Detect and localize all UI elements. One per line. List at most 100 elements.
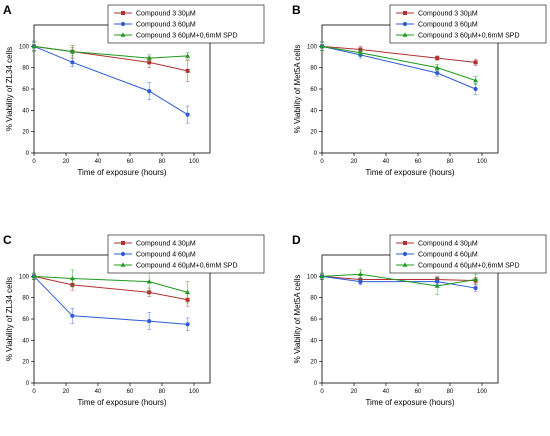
series-2 (319, 272, 478, 292)
x-tick-label: 0 (32, 159, 36, 165)
legend-marker (120, 21, 126, 27)
legend-box (107, 234, 265, 274)
x-tick-label: 60 (127, 389, 134, 395)
legend-label: Compound 3 30µM (418, 11, 478, 18)
x-tick-label: 40 (383, 389, 390, 395)
data-point (70, 60, 75, 65)
data-point (147, 290, 152, 295)
data-point (185, 322, 190, 327)
legend-marker (402, 32, 408, 37)
x-tick-label: 60 (127, 159, 134, 165)
data-point (185, 53, 191, 58)
x-tick-label: 0 (32, 389, 36, 395)
y-tick-label: 60 (310, 317, 317, 323)
data-point (146, 55, 152, 60)
series-1 (320, 41, 478, 66)
series-line (321, 275, 476, 282)
x-tick-label: 80 (447, 159, 454, 165)
y-tick-label: 40 (22, 338, 29, 344)
panel-c: C 0 20 40 60 80 100 0 20 40 60 80 100 Time of exposur… (3, 233, 265, 407)
x-axis-label: Time of exposure (hours) (365, 398, 454, 407)
x-tick-label: 0 (320, 159, 324, 165)
y-tick-label: 100 (19, 44, 30, 50)
data-point (358, 279, 363, 284)
x-tick-label: 40 (95, 389, 102, 395)
x-tick-label: 40 (383, 159, 390, 165)
data-point (69, 49, 75, 54)
series-3 (31, 40, 191, 62)
legend-label: Compound 4 60µM (418, 252, 478, 259)
y-tick-label: 80 (310, 296, 317, 302)
series-2 (31, 41, 190, 124)
plot-frame (33, 24, 211, 154)
x-axis-label: Time of exposure (hours) (365, 168, 454, 177)
panel-letter: C (3, 233, 12, 247)
data-point (473, 60, 478, 65)
panel-b: B 0 20 40 60 80 100 0 20 40 60 80 100 Time of exposur… (292, 3, 547, 177)
legend-entry: Compound 4 60µM (114, 252, 196, 259)
y-tick-label: 60 (310, 87, 317, 93)
legend-label: Compound 4 60µM+0,6mM SPD (418, 263, 520, 270)
legend-box (107, 4, 265, 44)
legend-marker (121, 11, 125, 15)
x-axis-label: Time of exposure (hours) (77, 398, 166, 407)
data-point (69, 275, 75, 281)
series-1 (32, 41, 190, 82)
data-point (473, 276, 479, 282)
series-line (321, 273, 476, 287)
legend-label: Compound 4 60µM+0,6mM SPD (136, 263, 238, 270)
y-tick-label: 60 (22, 87, 29, 93)
x-tick-label: 0 (320, 389, 324, 395)
data-point (70, 313, 75, 318)
y-tick-label: 40 (310, 338, 317, 344)
panel-letter: D (292, 233, 301, 247)
legend: Compound 3 30µM Compound 3 60µM Compound 3… (389, 4, 547, 44)
data-point (147, 60, 152, 65)
x-tick-label: 80 (159, 389, 166, 395)
x-tick-label: 80 (447, 389, 454, 395)
data-point (435, 56, 440, 61)
x-tick-label: 100 (477, 159, 488, 165)
legend-marker (402, 21, 408, 27)
series-line (321, 45, 476, 90)
legend-label: Compound 4 60µM (136, 252, 196, 259)
legend: Compound 3 30µM Compound 3 60µM Compound 3… (107, 4, 265, 44)
data-point (146, 279, 152, 284)
data-point (185, 289, 191, 295)
x-tick-label: 100 (477, 389, 488, 395)
legend-marker (120, 262, 126, 267)
panel-d: D 0 20 40 60 80 100 0 20 40 60 80 100 Time of exposur… (292, 233, 547, 407)
data-point (319, 43, 325, 49)
legend-entry: Compound 3 30µM (396, 11, 478, 18)
data-point (434, 65, 440, 70)
series-line (33, 275, 188, 293)
data-point (147, 89, 152, 94)
y-tick-label: 20 (22, 360, 29, 366)
data-point (147, 319, 152, 324)
series-line (33, 275, 188, 301)
legend-marker (402, 262, 408, 267)
x-tick-label: 80 (159, 159, 166, 165)
x-tick-label: 20 (63, 159, 70, 165)
x-tick-label: 60 (415, 159, 422, 165)
legend-box (389, 4, 547, 44)
y-tick-label: 80 (22, 66, 29, 72)
y-tick-label: 0 (26, 381, 30, 387)
series-3 (31, 269, 191, 304)
legend-box (389, 234, 547, 274)
y-tick-label: 40 (310, 108, 317, 114)
panel-letter: B (292, 3, 301, 17)
series-line (33, 45, 188, 116)
y-tick-label: 0 (26, 151, 30, 157)
data-point (31, 43, 37, 49)
series-line (321, 45, 476, 63)
x-tick-label: 100 (189, 159, 200, 165)
data-point (435, 70, 440, 76)
y-tick-label: 100 (307, 44, 318, 50)
series-line (33, 45, 188, 59)
legend-marker (403, 11, 407, 15)
legend-marker (402, 251, 408, 257)
x-tick-label: 20 (351, 159, 358, 165)
x-tick-label: 40 (95, 159, 102, 165)
